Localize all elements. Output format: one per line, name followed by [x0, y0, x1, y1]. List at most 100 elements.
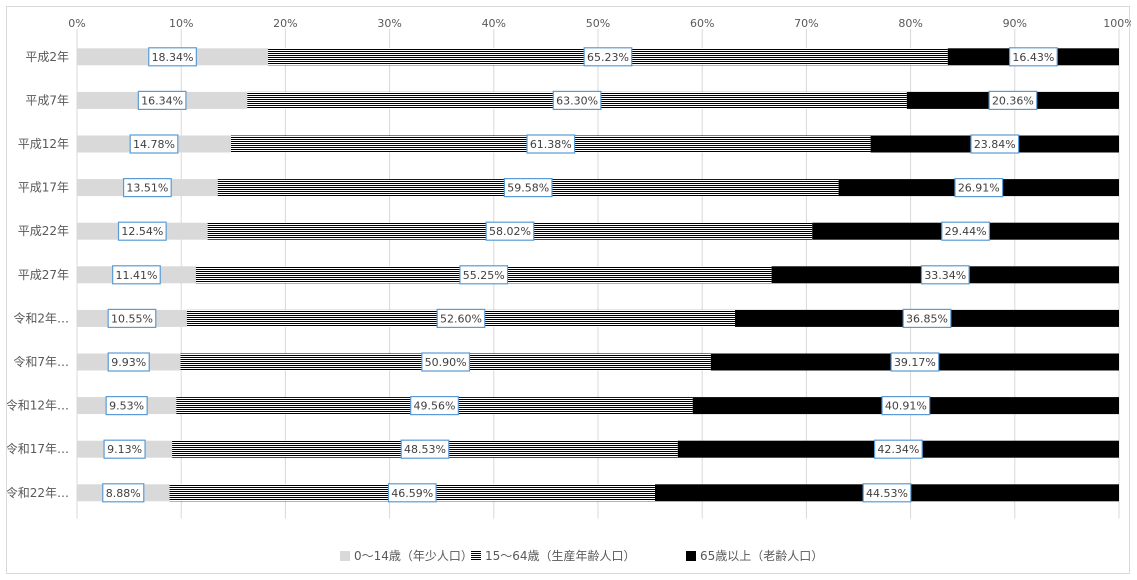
data-label-text: 61.38%: [530, 138, 572, 151]
data-label-text: 63.30%: [556, 94, 598, 107]
legend: 0～14歳（年少人口） 15～64歳（生産年齢人口） 65歳以上（老齢人口）: [340, 548, 823, 563]
data-label: 10.55%: [107, 308, 157, 328]
category-label: 平成22年: [18, 224, 69, 238]
x-tick-label: 10%: [169, 17, 193, 30]
data-label-text: 50.90%: [425, 356, 467, 369]
stacked-bar-chart: 0% 10% 20% 30% 40% 50% 60% 70% 80% 90% 100% 平成2年平成…: [6, 17, 1135, 563]
data-label-text: 52.60%: [440, 312, 482, 325]
data-label: 23.84%: [970, 134, 1020, 154]
data-label-text: 39.17%: [894, 356, 936, 369]
data-label-text: 9.93%: [111, 356, 146, 369]
data-label: 48.53%: [400, 439, 450, 459]
data-label: 46.59%: [387, 483, 437, 503]
x-tick-label: 70%: [794, 17, 818, 30]
data-label-box: [485, 221, 535, 241]
data-label: 9.93%: [107, 352, 150, 372]
data-label: 39.17%: [890, 352, 940, 372]
data-label: 44.53%: [862, 483, 912, 503]
data-label-box: [1008, 47, 1058, 67]
data-label-box: [874, 439, 923, 459]
x-tick-label: 90%: [1003, 17, 1027, 30]
data-labels: 18.34% 65.23% 16.43% 16.34% 63.30% 20.36% 14.7…: [102, 47, 1058, 503]
legend-item: 0～14歳（年少人口）: [340, 549, 473, 563]
data-label-text: 16.34%: [141, 94, 183, 107]
data-label-text: 14.78%: [133, 138, 175, 151]
data-label-box: [410, 396, 459, 416]
data-label-box: [970, 134, 1020, 154]
data-label-box: [941, 221, 991, 241]
data-label: 20.36%: [988, 90, 1038, 111]
x-tick-label: 40%: [482, 17, 506, 30]
data-label-text: 20.36%: [992, 94, 1034, 107]
data-label: 52.60%: [436, 308, 486, 328]
data-label: 9.53%: [105, 396, 148, 416]
data-label-box: [436, 308, 486, 328]
data-label-box: [526, 134, 576, 154]
x-tick-label: 80%: [898, 17, 922, 30]
legend-label: 0～14歳（年少人口）: [354, 549, 473, 563]
category-label: 令和7年…: [13, 354, 69, 369]
data-label-text: 40.91%: [885, 400, 927, 413]
data-label-box: [920, 265, 970, 285]
data-label: 49.56%: [410, 396, 459, 416]
category-label: 令和17年…: [7, 441, 69, 456]
x-tick-label: 30%: [377, 17, 401, 30]
data-label-text: 16.43%: [1012, 51, 1054, 64]
data-label-text: 59.58%: [507, 182, 549, 195]
data-label-box: [107, 308, 157, 328]
data-label-text: 36.85%: [906, 312, 948, 325]
data-label-box: [583, 47, 633, 67]
x-tick-label: 20%: [273, 17, 297, 30]
data-label-box: [954, 178, 1004, 198]
data-label-text: 8.88%: [106, 487, 141, 500]
category-label: 平成12年: [18, 137, 69, 151]
chart-area: 0% 10% 20% 30% 40% 50% 60% 70% 80% 90% 100% 平成2年平成…: [6, 6, 1135, 574]
data-label-box: [105, 396, 148, 416]
legend-item: 15～64歳（生産年齢人口）: [471, 548, 636, 563]
data-label: 18.34%: [148, 47, 197, 67]
category-label: 令和12年…: [7, 398, 69, 413]
data-label-text: 11.41%: [115, 269, 157, 282]
data-label: 50.90%: [421, 352, 471, 372]
data-label: 16.43%: [1008, 47, 1058, 67]
category-label: 平成17年: [18, 181, 69, 195]
data-label-box: [387, 483, 437, 503]
data-label-box: [137, 90, 187, 111]
data-label-text: 23.84%: [974, 138, 1016, 151]
data-label-text: 18.34%: [152, 51, 194, 64]
data-label: 36.85%: [902, 308, 952, 328]
data-label-box: [890, 352, 940, 372]
data-label-box: [503, 178, 553, 198]
data-label: 14.78%: [129, 134, 179, 154]
data-label-box: [102, 483, 145, 503]
legend-label: 15～64歳（生産年齢人口）: [485, 548, 636, 563]
category-label: 平成7年: [25, 93, 69, 107]
data-label: 58.02%: [485, 221, 535, 241]
data-label-text: 29.44%: [945, 225, 987, 238]
data-label-box: [902, 308, 952, 328]
data-label: 12.54%: [117, 221, 167, 241]
data-label-box: [881, 396, 931, 416]
x-axis-ticks: 0% 10% 20% 30% 40% 50% 60% 70% 80% 90% 100%: [68, 17, 1134, 30]
legend-label: 65歳以上（老齢人口）: [700, 548, 823, 563]
data-label-text: 58.02%: [489, 225, 531, 238]
data-label: 16.34%: [137, 90, 187, 111]
data-label-box: [148, 47, 197, 67]
data-label-text: 49.56%: [414, 400, 456, 413]
data-label-box: [862, 483, 912, 503]
legend-swatch: [686, 551, 696, 561]
data-label: 42.34%: [874, 439, 923, 459]
data-label-text: 9.13%: [107, 443, 142, 456]
data-label-text: 44.53%: [866, 487, 908, 500]
data-label-text: 26.91%: [958, 182, 1000, 195]
data-label-text: 9.53%: [109, 400, 144, 413]
x-tick-label: 100%: [1103, 17, 1131, 30]
data-label-text: 46.59%: [391, 487, 433, 500]
data-label-box: [129, 134, 179, 154]
data-label-box: [459, 265, 509, 285]
data-label: 29.44%: [941, 221, 991, 241]
data-label: 40.91%: [881, 396, 931, 416]
data-label-box: [988, 90, 1038, 111]
data-label-box: [117, 221, 167, 241]
data-label-text: 10.55%: [111, 312, 153, 325]
